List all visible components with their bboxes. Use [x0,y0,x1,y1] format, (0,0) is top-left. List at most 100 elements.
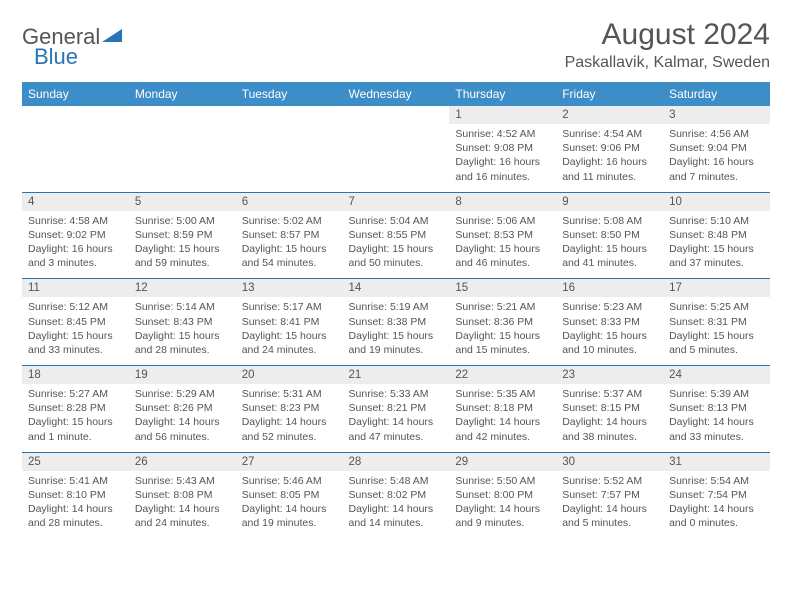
daylight-text-1: Daylight: 14 hours [455,502,550,516]
day-detail-cell: Sunrise: 4:54 AMSunset: 9:06 PMDaylight:… [556,124,663,192]
day-number-cell: 29 [449,453,556,471]
sunset-text: Sunset: 8:59 PM [135,228,230,242]
daylight-text-2: and 42 minutes. [455,430,550,444]
daylight-text-2: and 16 minutes. [455,170,550,184]
sunset-text: Sunset: 9:06 PM [562,141,657,155]
day-detail-cell: Sunrise: 5:19 AMSunset: 8:38 PMDaylight:… [343,297,450,365]
daylight-text-2: and 3 minutes. [28,256,123,270]
daylight-text-2: and 54 minutes. [242,256,337,270]
day-number-cell [129,106,236,124]
day-detail-cell: Sunrise: 5:27 AMSunset: 8:28 PMDaylight:… [22,384,129,452]
sunrise-text: Sunrise: 5:04 AM [349,214,444,228]
day-detail-cell: Sunrise: 5:39 AMSunset: 8:13 PMDaylight:… [663,384,770,452]
daylight-text-1: Daylight: 14 hours [562,415,657,429]
sunrise-text: Sunrise: 5:54 AM [669,474,764,488]
daylight-text-2: and 38 minutes. [562,430,657,444]
sunset-text: Sunset: 8:55 PM [349,228,444,242]
day-detail-cell: Sunrise: 5:37 AMSunset: 8:15 PMDaylight:… [556,384,663,452]
sunrise-text: Sunrise: 5:21 AM [455,300,550,314]
sunset-text: Sunset: 8:28 PM [28,401,123,415]
sunset-text: Sunset: 8:13 PM [669,401,764,415]
daylight-text-1: Daylight: 15 hours [135,242,230,256]
daylight-text-1: Daylight: 14 hours [669,415,764,429]
day-number-row: 18192021222324 [22,366,770,384]
daylight-text-2: and 5 minutes. [669,343,764,357]
day-number-cell: 8 [449,193,556,211]
day-detail-cell: Sunrise: 4:56 AMSunset: 9:04 PMDaylight:… [663,124,770,192]
sunset-text: Sunset: 8:08 PM [135,488,230,502]
sunset-text: Sunset: 8:50 PM [562,228,657,242]
sunset-text: Sunset: 8:26 PM [135,401,230,415]
day-detail-row: Sunrise: 5:27 AMSunset: 8:28 PM Daylight:… [22,384,770,452]
day-detail-cell: Sunrise: 5:00 AMSunset: 8:59 PMDaylight:… [129,211,236,279]
day-number-cell: 6 [236,193,343,211]
day-detail-cell: Sunrise: 5:54 AMSunset: 7:54 PMDaylight:… [663,471,770,539]
day-detail-cell: Sunrise: 5:33 AMSunset: 8:21 PMDaylight:… [343,384,450,452]
day-detail-row: Sunrise: 4:58 AMSunset: 9:02 PMDaylight:… [22,211,770,279]
calendar-body: 123Sunrise: 4:52 AMSunset: 9:08 PMDaylig… [22,106,770,538]
day-number-row: 11121314151617 [22,279,770,297]
day-detail-cell: Sunrise: 5:43 AMSunset: 8:08 PMDaylight:… [129,471,236,539]
daylight-text-2: and 41 minutes. [562,256,657,270]
day-number-cell [22,106,129,124]
sunrise-text: Sunrise: 5:27 AM [28,387,123,401]
day-number-cell: 5 [129,193,236,211]
day-detail-cell [22,124,129,192]
day-number-cell: 14 [343,279,450,297]
day-number-cell: 15 [449,279,556,297]
daylight-text-1: Daylight: 14 hours [28,502,123,516]
daylight-text-2: and 47 minutes. [349,430,444,444]
sunset-text: Sunset: 8:36 PM [455,315,550,329]
day-detail-cell: Sunrise: 5:50 AMSunset: 8:00 PMDaylight:… [449,471,556,539]
day-number-row: 45678910 [22,193,770,211]
day-detail-cell: Sunrise: 4:58 AMSunset: 9:02 PMDaylight:… [22,211,129,279]
daylight-text-1: Daylight: 16 hours [562,155,657,169]
sunset-text: Sunset: 9:08 PM [455,141,550,155]
day-number-cell: 18 [22,366,129,384]
sunrise-text: Sunrise: 5:41 AM [28,474,123,488]
daylight-text-2: and 9 minutes. [455,516,550,530]
daylight-text-2: and 37 minutes. [669,256,764,270]
daylight-text-1: Daylight: 15 hours [135,329,230,343]
sunrise-text: Sunrise: 5:02 AM [242,214,337,228]
weekday-header: Tuesday [236,82,343,106]
sunrise-text: Sunrise: 4:54 AM [562,127,657,141]
sunrise-text: Sunrise: 4:56 AM [669,127,764,141]
day-number-row: 25262728293031 [22,453,770,471]
sunset-text: Sunset: 8:18 PM [455,401,550,415]
sunset-text: Sunset: 8:33 PM [562,315,657,329]
daylight-text-2: and 33 minutes. [669,430,764,444]
sunrise-text: Sunrise: 5:25 AM [669,300,764,314]
sunset-text: Sunset: 8:23 PM [242,401,337,415]
daylight-text-1: Daylight: 16 hours [28,242,123,256]
day-number-cell: 26 [129,453,236,471]
day-number-cell: 1 [449,106,556,124]
day-number-cell: 23 [556,366,663,384]
daylight-text-2: and 28 minutes. [28,516,123,530]
daylight-text-2: and 0 minutes. [669,516,764,530]
sunset-text: Sunset: 8:43 PM [135,315,230,329]
day-number-cell [343,106,450,124]
day-number-cell: 27 [236,453,343,471]
day-number-cell: 10 [663,193,770,211]
day-detail-cell: Sunrise: 5:21 AMSunset: 8:36 PMDaylight:… [449,297,556,365]
sunset-text: Sunset: 8:21 PM [349,401,444,415]
day-number-cell: 31 [663,453,770,471]
day-number-cell: 25 [22,453,129,471]
daylight-text-2: and 19 minutes. [349,343,444,357]
sunrise-text: Sunrise: 4:52 AM [455,127,550,141]
daylight-text-1: Daylight: 15 hours [669,329,764,343]
daylight-text-2: and 59 minutes. [135,256,230,270]
sunset-text: Sunset: 8:15 PM [562,401,657,415]
daylight-text-1: Daylight: 14 hours [349,415,444,429]
sunset-text: Sunset: 8:10 PM [28,488,123,502]
day-detail-cell: Sunrise: 5:08 AMSunset: 8:50 PMDaylight:… [556,211,663,279]
daylight-text-2: and 24 minutes. [135,516,230,530]
day-detail-cell: Sunrise: 5:06 AMSunset: 8:53 PMDaylight:… [449,211,556,279]
daylight-text-2: and 56 minutes. [135,430,230,444]
day-detail-cell: Sunrise: 5:17 AMSunset: 8:41 PMDaylight:… [236,297,343,365]
day-number-cell: 3 [663,106,770,124]
daylight-text-1: Daylight: 16 hours [455,155,550,169]
sunset-text: Sunset: 7:54 PM [669,488,764,502]
sunrise-text: Sunrise: 5:19 AM [349,300,444,314]
